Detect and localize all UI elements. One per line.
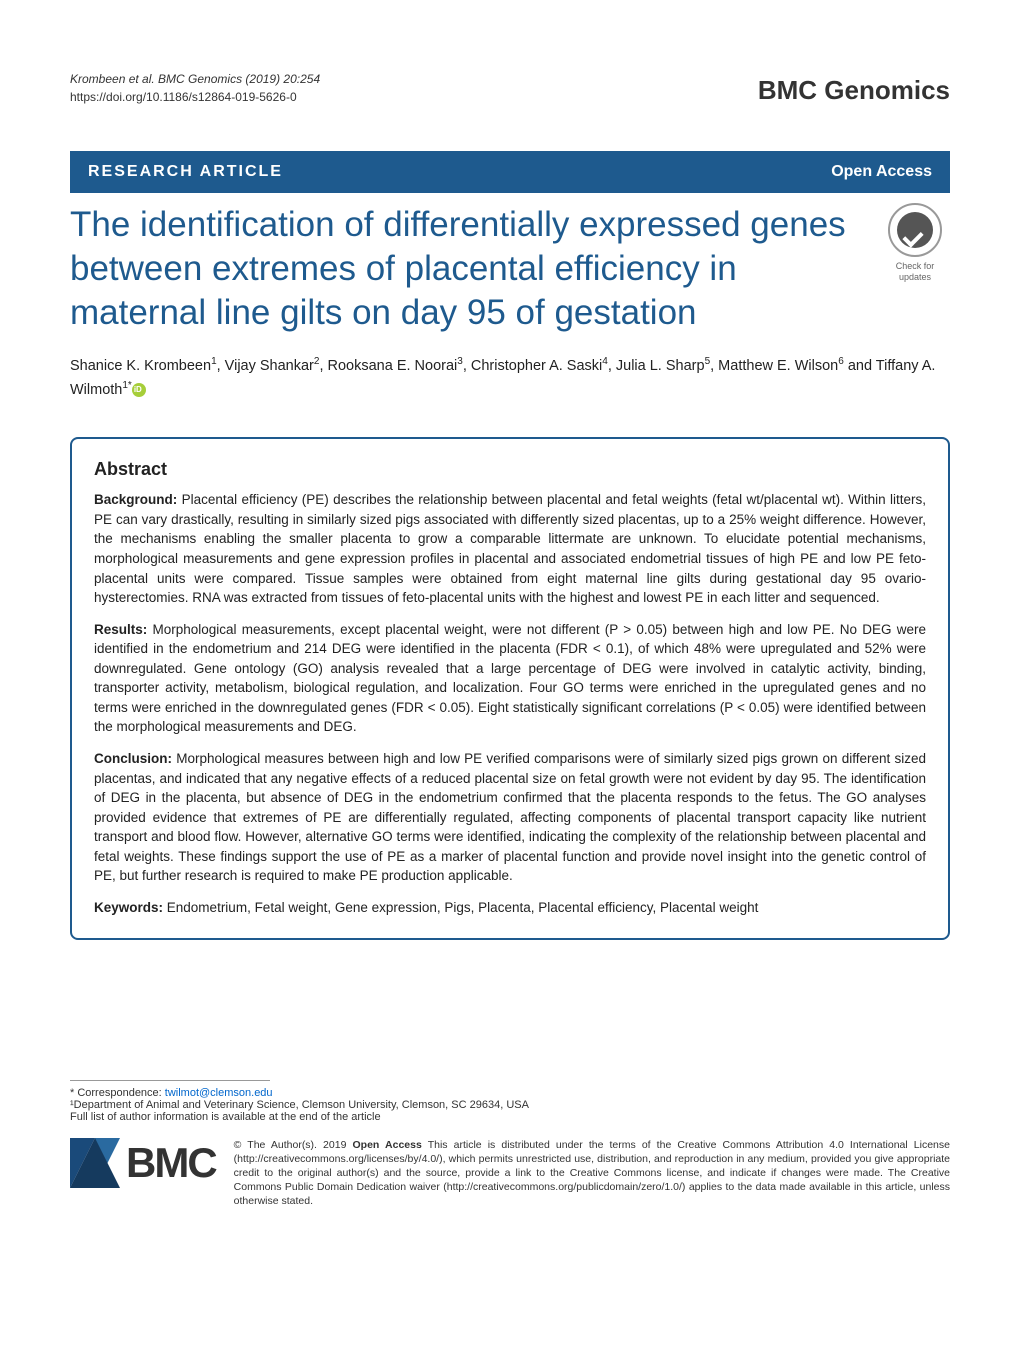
bmc-mark-icon [70, 1138, 120, 1188]
license-prefix: © The Author(s). 2019 [234, 1139, 353, 1151]
correspondence-label: * Correspondence: [70, 1087, 165, 1099]
doi-line: https://doi.org/10.1186/s12864-019-5626-… [70, 90, 297, 104]
abstract-conclusion: Conclusion: Morphological measures betwe… [94, 749, 926, 886]
authors-line: Shanice K. Krombeen1, Vijay Shankar2, Ro… [70, 354, 950, 402]
background-label: Background: [94, 492, 177, 507]
results-label: Results: [94, 622, 147, 637]
background-text: Placental efficiency (PE) describes the … [94, 492, 926, 605]
abstract-box: Abstract Background: Placental efficienc… [70, 437, 950, 939]
crossmark-badge[interactable]: Check for updates [880, 203, 950, 283]
results-text: Morphological measurements, except place… [94, 622, 926, 735]
full-author-info-line: Full list of author information is avail… [70, 1111, 950, 1123]
crossmark-text1: Check for [880, 261, 950, 272]
crossmark-text2: updates [880, 272, 950, 283]
bmc-logo: BMC [70, 1138, 216, 1188]
license-bold: Open Access [353, 1139, 422, 1151]
correspondence-line: * Correspondence: twilmot@clemson.edu [70, 1087, 950, 1099]
journal-logo: BMC Genomics [758, 75, 950, 106]
conclusion-text: Morphological measures between high and … [94, 751, 926, 883]
citation-line: Krombeen et al. BMC Genomics (2019) 20:2… [70, 72, 320, 86]
affiliation-line: ¹Department of Animal and Veterinary Sci… [70, 1099, 950, 1111]
article-type-bar: RESEARCH ARTICLE Open Access [70, 151, 950, 193]
crossmark-icon [888, 203, 942, 257]
keywords-text: Endometrium, Fetal weight, Gene expressi… [163, 900, 758, 915]
conclusion-label: Conclusion: [94, 751, 172, 766]
correspondence-email[interactable]: twilmot@clemson.edu [165, 1087, 273, 1099]
abstract-keywords: Keywords: Endometrium, Fetal weight, Gen… [94, 898, 926, 918]
abstract-results: Results: Morphological measurements, exc… [94, 620, 926, 737]
article-title: The identification of differentially exp… [70, 203, 865, 334]
article-type-label: RESEARCH ARTICLE [88, 163, 283, 181]
license-text: © The Author(s). 2019 Open Access This a… [234, 1138, 950, 1209]
open-access-label: Open Access [831, 163, 932, 181]
footer-divider [70, 1080, 270, 1081]
abstract-heading: Abstract [94, 459, 926, 480]
authors-text: Shanice K. Krombeen1, Vijay Shankar2, Ro… [70, 358, 935, 398]
keywords-label: Keywords: [94, 900, 163, 915]
bmc-text: BMC [126, 1139, 216, 1187]
orcid-icon[interactable] [132, 383, 146, 397]
abstract-background: Background: Placental efficiency (PE) de… [94, 490, 926, 607]
footer: * Correspondence: twilmot@clemson.edu ¹D… [70, 1080, 950, 1209]
